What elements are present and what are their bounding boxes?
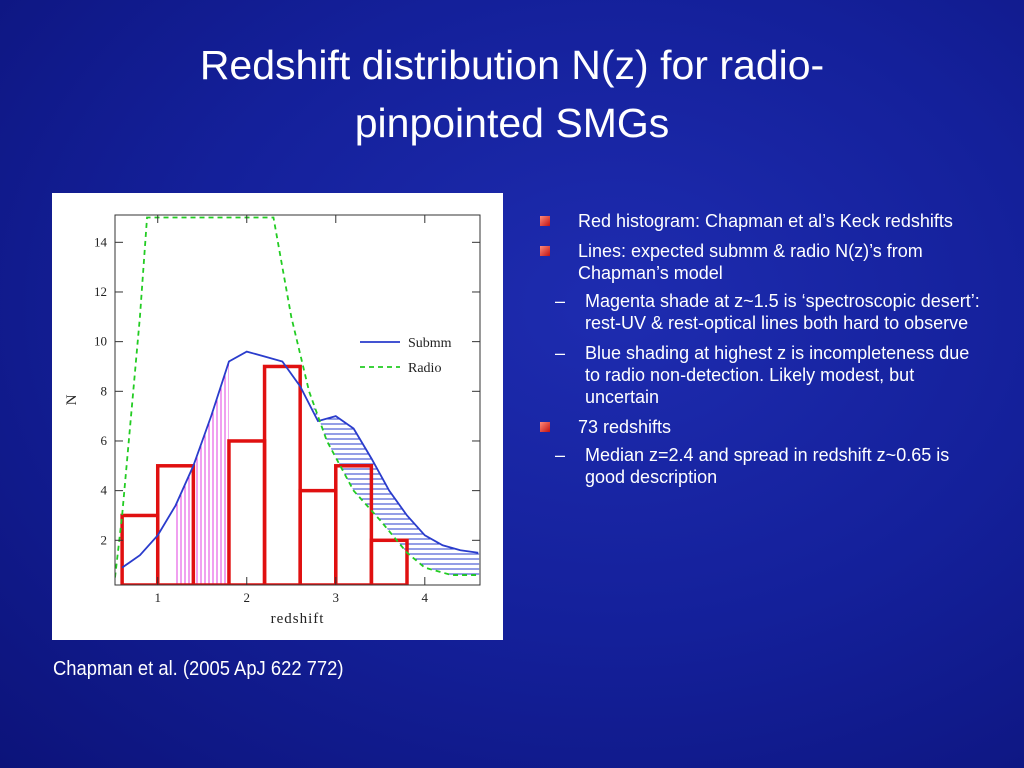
histogram-bar <box>120 513 160 585</box>
legend-label: Radio <box>408 361 441 376</box>
bullet: 73 redshifts Median z=2.4 and spread in r… <box>540 416 980 488</box>
caption: Chapman et al. (2005 ApJ 622 772) <box>53 658 344 680</box>
axes-frame <box>114 214 481 586</box>
model-line <box>115 216 479 578</box>
bullet-text: Lines: expected submm & radio N(z)’s fro… <box>578 241 923 283</box>
y-tick-label: 8 <box>101 383 108 398</box>
y-tick-label: 14 <box>94 234 108 249</box>
y-tick-label: 2 <box>101 532 108 547</box>
x-tick-label: 3 <box>333 590 340 605</box>
x-tick-label: 2 <box>244 590 251 605</box>
bullet-text: 73 redshifts <box>578 417 672 437</box>
desert-shading <box>175 361 229 585</box>
sub-list: Magenta shade at z~1.5 is ‘spectroscopic… <box>555 290 980 408</box>
figure: 1 2 3 4 2 4 6 8 10 12 14 redshift N Submm Radio <box>52 193 503 640</box>
x-axis-label: redshift <box>271 611 325 627</box>
bullet: Lines: expected submm & radio N(z)’s fro… <box>540 240 980 408</box>
model-line <box>121 350 479 569</box>
histogram-bar <box>298 488 338 585</box>
bullet: Red histogram: Chapman et al’s Keck reds… <box>540 210 980 232</box>
x-tick-label: 1 <box>154 590 161 605</box>
histogram-bar <box>227 439 267 585</box>
y-tick-label: 10 <box>94 334 107 349</box>
y-tick-label: 12 <box>94 284 107 299</box>
legend-label: Submm <box>408 336 452 351</box>
histogram-bar <box>262 364 302 585</box>
slide-title: Redshift distribution N(z) for radio-pin… <box>199 42 825 146</box>
y-tick-label: 6 <box>101 433 108 448</box>
sub-bullet: Magenta shade at z~1.5 is ‘spectroscopic… <box>540 290 980 334</box>
plot-area <box>115 216 480 585</box>
y-axis-label: N <box>64 394 80 405</box>
sub-list: Median z=2.4 and spread in redshift z~0.… <box>555 444 980 488</box>
x-tick-label: 4 <box>422 590 429 605</box>
histogram-bar <box>191 583 231 585</box>
sub-bullet: Median z=2.4 and spread in redshift z~0.… <box>540 444 980 488</box>
y-tick-label: 4 <box>101 483 108 498</box>
bullet-list: Red histogram: Chapman et al’s Keck reds… <box>540 210 980 496</box>
sub-bullet: Blue shading at highest z is incompleten… <box>540 342 980 408</box>
bullet-text: Red histogram: Chapman et al’s Keck reds… <box>578 211 953 231</box>
incompleteness-shading <box>313 403 480 576</box>
